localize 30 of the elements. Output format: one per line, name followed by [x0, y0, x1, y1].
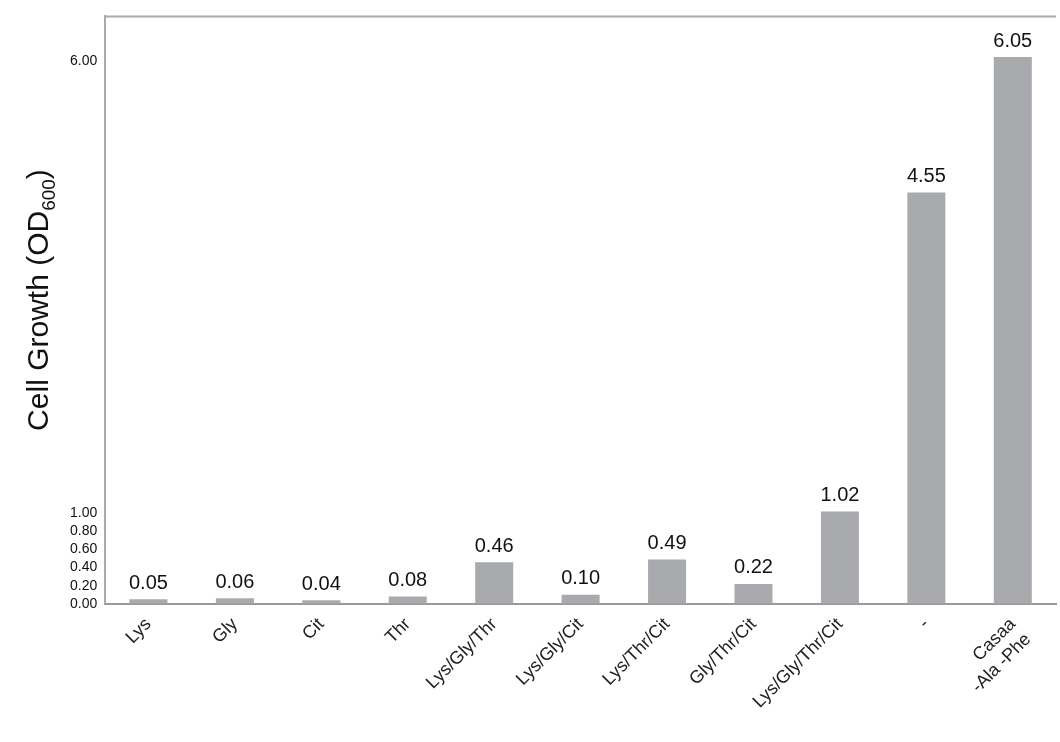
bar: [820, 511, 859, 604]
y-tick-label: 1.00: [70, 504, 98, 521]
data-label: 0.05: [129, 570, 168, 593]
bar: [215, 598, 254, 604]
y-tick-label: 0.40: [70, 558, 98, 575]
bar: [734, 583, 773, 604]
x-tick-label: -: [914, 613, 933, 632]
bar: [993, 57, 1032, 604]
data-label: 0.22: [734, 555, 773, 578]
data-label: 0.10: [561, 566, 601, 589]
y-tick-label: 0.60: [70, 540, 98, 557]
data-label: 1.02: [820, 483, 860, 506]
data-label: 0.04: [301, 571, 341, 594]
x-tick-label: Thr: [380, 613, 415, 647]
data-label: 4.55: [906, 164, 946, 187]
bar: [648, 559, 687, 604]
x-tick-label: Cit: [297, 613, 328, 644]
data-label: 0.06: [215, 569, 255, 592]
data-label: 0.08: [388, 568, 428, 591]
bar: [475, 562, 514, 604]
data-label: 0.49: [647, 531, 687, 554]
bar: [907, 192, 946, 604]
y-tick-label: 0.80: [70, 522, 98, 539]
y-tick-label: 0.20: [70, 576, 98, 593]
y-tick-label: 6.00: [70, 52, 98, 69]
data-label: 0.46: [474, 533, 514, 556]
x-tick-label: Lys: [121, 613, 155, 648]
data-label: 6.05: [993, 28, 1033, 51]
y-tick-label: 0.00: [70, 594, 98, 611]
x-tick-label: Gly: [208, 613, 242, 647]
